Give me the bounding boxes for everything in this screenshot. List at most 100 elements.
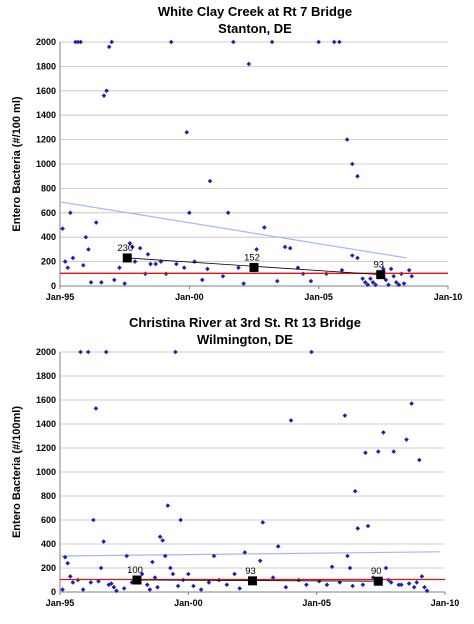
chart-2-data-point [211, 553, 217, 559]
chart-2-title: Christina River at 3rd St. Rt 13 Bridge [129, 315, 361, 330]
chart-1-data-point [274, 278, 280, 284]
chart-2-median-marker [248, 576, 257, 586]
chart-1-y-tick-label: 400 [41, 232, 56, 242]
chart-2-data-point [424, 588, 430, 594]
chart-1-data-point [282, 244, 288, 250]
chart-1-data-point [132, 259, 138, 264]
chart-2-data-point [409, 401, 414, 406]
chart-1-data-point [181, 265, 187, 270]
chart-2-y-tick-label: 2000 [36, 347, 56, 357]
chart-1-data-point [231, 39, 236, 45]
chart-2-data-point [237, 586, 242, 591]
chart-1-data-point [70, 255, 76, 261]
chart-2-median-label: 93 [245, 566, 256, 577]
chart-2-x-tick-label: Jan-95 [46, 598, 75, 608]
chart-2-data-point [257, 558, 263, 564]
chart-1-data-point [75, 39, 81, 45]
chart-2-data-point [139, 571, 145, 577]
chart-2-data-point [147, 587, 153, 592]
chart-2-data-point [381, 430, 386, 435]
chart-2-data-point [103, 349, 109, 355]
chart-1-x-tick-label: Jan-95 [46, 292, 75, 302]
chart-2-y-tick-label: 1200 [36, 443, 56, 453]
chart-2-data-point [165, 503, 171, 508]
chart-2-data-point [388, 580, 394, 585]
chart-2-y-tick-label: 1400 [36, 419, 56, 429]
chart-2-data-point [114, 588, 119, 594]
chart-1-y-tick-label: 1600 [36, 86, 56, 96]
chart-1-y-tick-label: 2000 [36, 37, 56, 47]
chart-2-data-point [375, 449, 381, 454]
chart-2-data-point [144, 582, 150, 588]
chart-2-data-point [178, 517, 183, 523]
chart-1-data-point [349, 161, 355, 167]
chart-2-y-tick-label: 400 [41, 539, 56, 549]
chart-1-x-tick-label: Jan-00 [175, 292, 204, 302]
chart-2-data-point [155, 584, 160, 590]
chart-2-y-axis-label: Entero Bacteria (#/100ml) [11, 406, 23, 538]
chart-1-data-point [388, 266, 394, 272]
chart-2-data-point [224, 582, 230, 588]
chart-2-median-label: 100 [127, 565, 143, 576]
chart-1-data-point [370, 280, 376, 285]
chart-2-plot-area: 0 200 400 600 800 1000 1200 1400 1600 1800 2000 Jan… [36, 347, 459, 608]
chart-2-data-point [391, 449, 396, 454]
chart-2-data-point [186, 571, 191, 577]
chart-1-data-point [73, 39, 78, 45]
chart-1-data-point [207, 178, 213, 184]
chart-1-data-point [104, 88, 109, 94]
chart-1-data-point [101, 93, 107, 98]
chart-1-data-point [337, 39, 342, 45]
chart-2-y-tick-label: 0 [51, 587, 56, 597]
chart-1-data-point [401, 281, 407, 286]
chart-1-trend-line [59, 201, 407, 259]
chart-1-y-tick-label: 800 [41, 183, 56, 193]
chart-2-data-point [399, 582, 404, 588]
chart-1-data-point [137, 245, 143, 251]
chart-1-median-marker [122, 253, 132, 263]
chart-1-median-label: 93 [373, 260, 384, 271]
chart-2-x-tick-label: Jan-10 [431, 598, 460, 608]
chart-2-median-marker [373, 576, 383, 586]
chart-1-y-tick-label: 200 [41, 257, 56, 267]
chart-1-data-point [269, 39, 275, 45]
chart-1-data-point [373, 282, 378, 288]
chart-2-data-point [324, 582, 330, 588]
chart-1-data-point [383, 277, 389, 283]
chart-2-data-point [347, 565, 353, 571]
chart-2-data-point [406, 581, 412, 586]
chart-1-data-point [396, 282, 402, 288]
chart-2-data-point [270, 575, 276, 580]
chart-1-data-point [362, 280, 368, 285]
chart-2-data-point [121, 586, 127, 591]
chart-2-y-tick-label: 200 [41, 563, 56, 573]
chart-1-y-tick-label: 1200 [36, 135, 56, 145]
chart-1-data-point [106, 44, 112, 50]
chart-1-y-tick-label: 0 [51, 281, 56, 291]
chart-2-data-point [283, 584, 289, 590]
chart-2-data-point [329, 564, 335, 570]
chart-1-data-point [331, 39, 337, 45]
chart-2-data-point [352, 488, 358, 494]
chart-1-data-point [381, 266, 386, 272]
chart-2-median-label: 90 [371, 566, 382, 577]
chart-2-data-point [80, 587, 86, 592]
chart-1-data-point [168, 39, 174, 45]
chart-1-data-point [287, 245, 293, 251]
chart-2-data-point [242, 550, 248, 555]
chart-1-median-marker [249, 262, 259, 272]
chart-1-data-point [158, 259, 164, 264]
chart-2-data-point [93, 406, 99, 411]
chart-2-data-point [363, 450, 368, 456]
chart-1-data-point [254, 247, 259, 252]
chart-2-data-point [160, 538, 165, 543]
chart-2-trend-line [59, 551, 440, 557]
chart-2-data-point [67, 574, 73, 579]
chart-1-data-point [68, 210, 73, 216]
chart-2-x-tick-label: Jan-00 [174, 598, 203, 608]
chart-2-data-point [175, 583, 181, 589]
chart-1-data-point [262, 225, 267, 230]
chart-1-data-point [99, 280, 104, 285]
